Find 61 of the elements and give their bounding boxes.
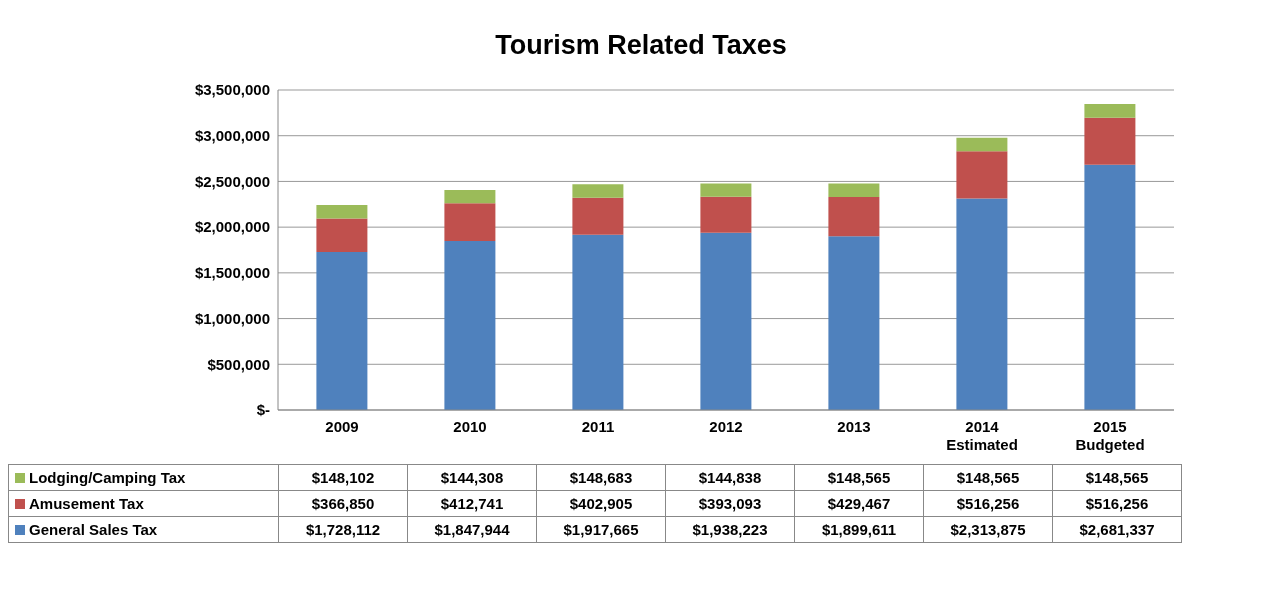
y-tick-label: $2,000,000 — [194, 218, 270, 236]
data-label: $412,741 — [407, 490, 537, 517]
bar — [572, 184, 624, 198]
data-label: $144,308 — [407, 464, 537, 491]
bar — [700, 232, 752, 410]
bar — [1084, 117, 1136, 165]
x-tick-label: 2009 — [325, 418, 359, 435]
data-label: $366,850 — [278, 490, 408, 517]
bar — [700, 183, 752, 197]
y-tick-label: $500,000 — [207, 355, 270, 373]
bar — [316, 252, 368, 410]
y-tick-label: $3,500,000 — [194, 81, 270, 99]
bar — [828, 197, 880, 237]
bar — [572, 234, 624, 410]
data-label: $148,565 — [794, 464, 924, 491]
x-tick-label: 2012 — [709, 418, 743, 435]
x-tick-label: 2013 — [837, 418, 871, 435]
bar — [444, 203, 496, 242]
bar — [316, 218, 368, 252]
data-label: $148,683 — [536, 464, 666, 491]
y-tick-label: $- — [256, 401, 270, 419]
bar — [828, 236, 880, 410]
data-label: $2,313,875 — [923, 516, 1053, 543]
data-label: $1,938,223 — [665, 516, 795, 543]
bar — [956, 198, 1008, 410]
data-label: $402,905 — [536, 490, 666, 517]
bar — [956, 137, 1008, 152]
bar — [956, 151, 1008, 199]
y-tick-label: $3,000,000 — [194, 127, 270, 145]
x-tick-label: 2011 — [581, 418, 615, 435]
data-label: $516,256 — [1052, 490, 1182, 517]
data-label: $1,847,944 — [407, 516, 537, 543]
x-tick-label: 2014 Estimated — [946, 418, 1018, 453]
bar — [572, 197, 624, 235]
bar — [444, 241, 496, 410]
bar — [444, 190, 496, 204]
legend-label: Amusement Tax — [8, 490, 279, 517]
y-tick-label: $1,000,000 — [194, 309, 270, 327]
data-label: $144,838 — [665, 464, 795, 491]
bar — [1084, 164, 1136, 410]
x-tick-label: 2015 Budgeted — [1075, 418, 1145, 453]
data-label: $148,565 — [923, 464, 1053, 491]
legend-label: General Sales Tax — [8, 516, 279, 543]
chart-title: Tourism Related Taxes — [494, 29, 788, 62]
data-label: $148,565 — [1052, 464, 1182, 491]
data-label: $393,093 — [665, 490, 795, 517]
x-tick-label: 2010 — [453, 418, 487, 435]
legend-label: Lodging/Camping Tax — [8, 464, 279, 491]
data-label: $1,917,665 — [536, 516, 666, 543]
data-label: $516,256 — [923, 490, 1053, 517]
bar — [1084, 104, 1136, 118]
bar — [316, 204, 368, 219]
data-label: $429,467 — [794, 490, 924, 517]
data-label: $2,681,337 — [1052, 516, 1182, 543]
bar — [700, 196, 752, 233]
data-label: $148,102 — [278, 464, 408, 491]
bar — [828, 183, 880, 198]
y-tick-label: $2,500,000 — [194, 172, 270, 190]
data-label: $1,728,112 — [278, 516, 408, 543]
data-label: $1,899,611 — [794, 516, 924, 543]
y-tick-label: $1,500,000 — [194, 264, 270, 282]
